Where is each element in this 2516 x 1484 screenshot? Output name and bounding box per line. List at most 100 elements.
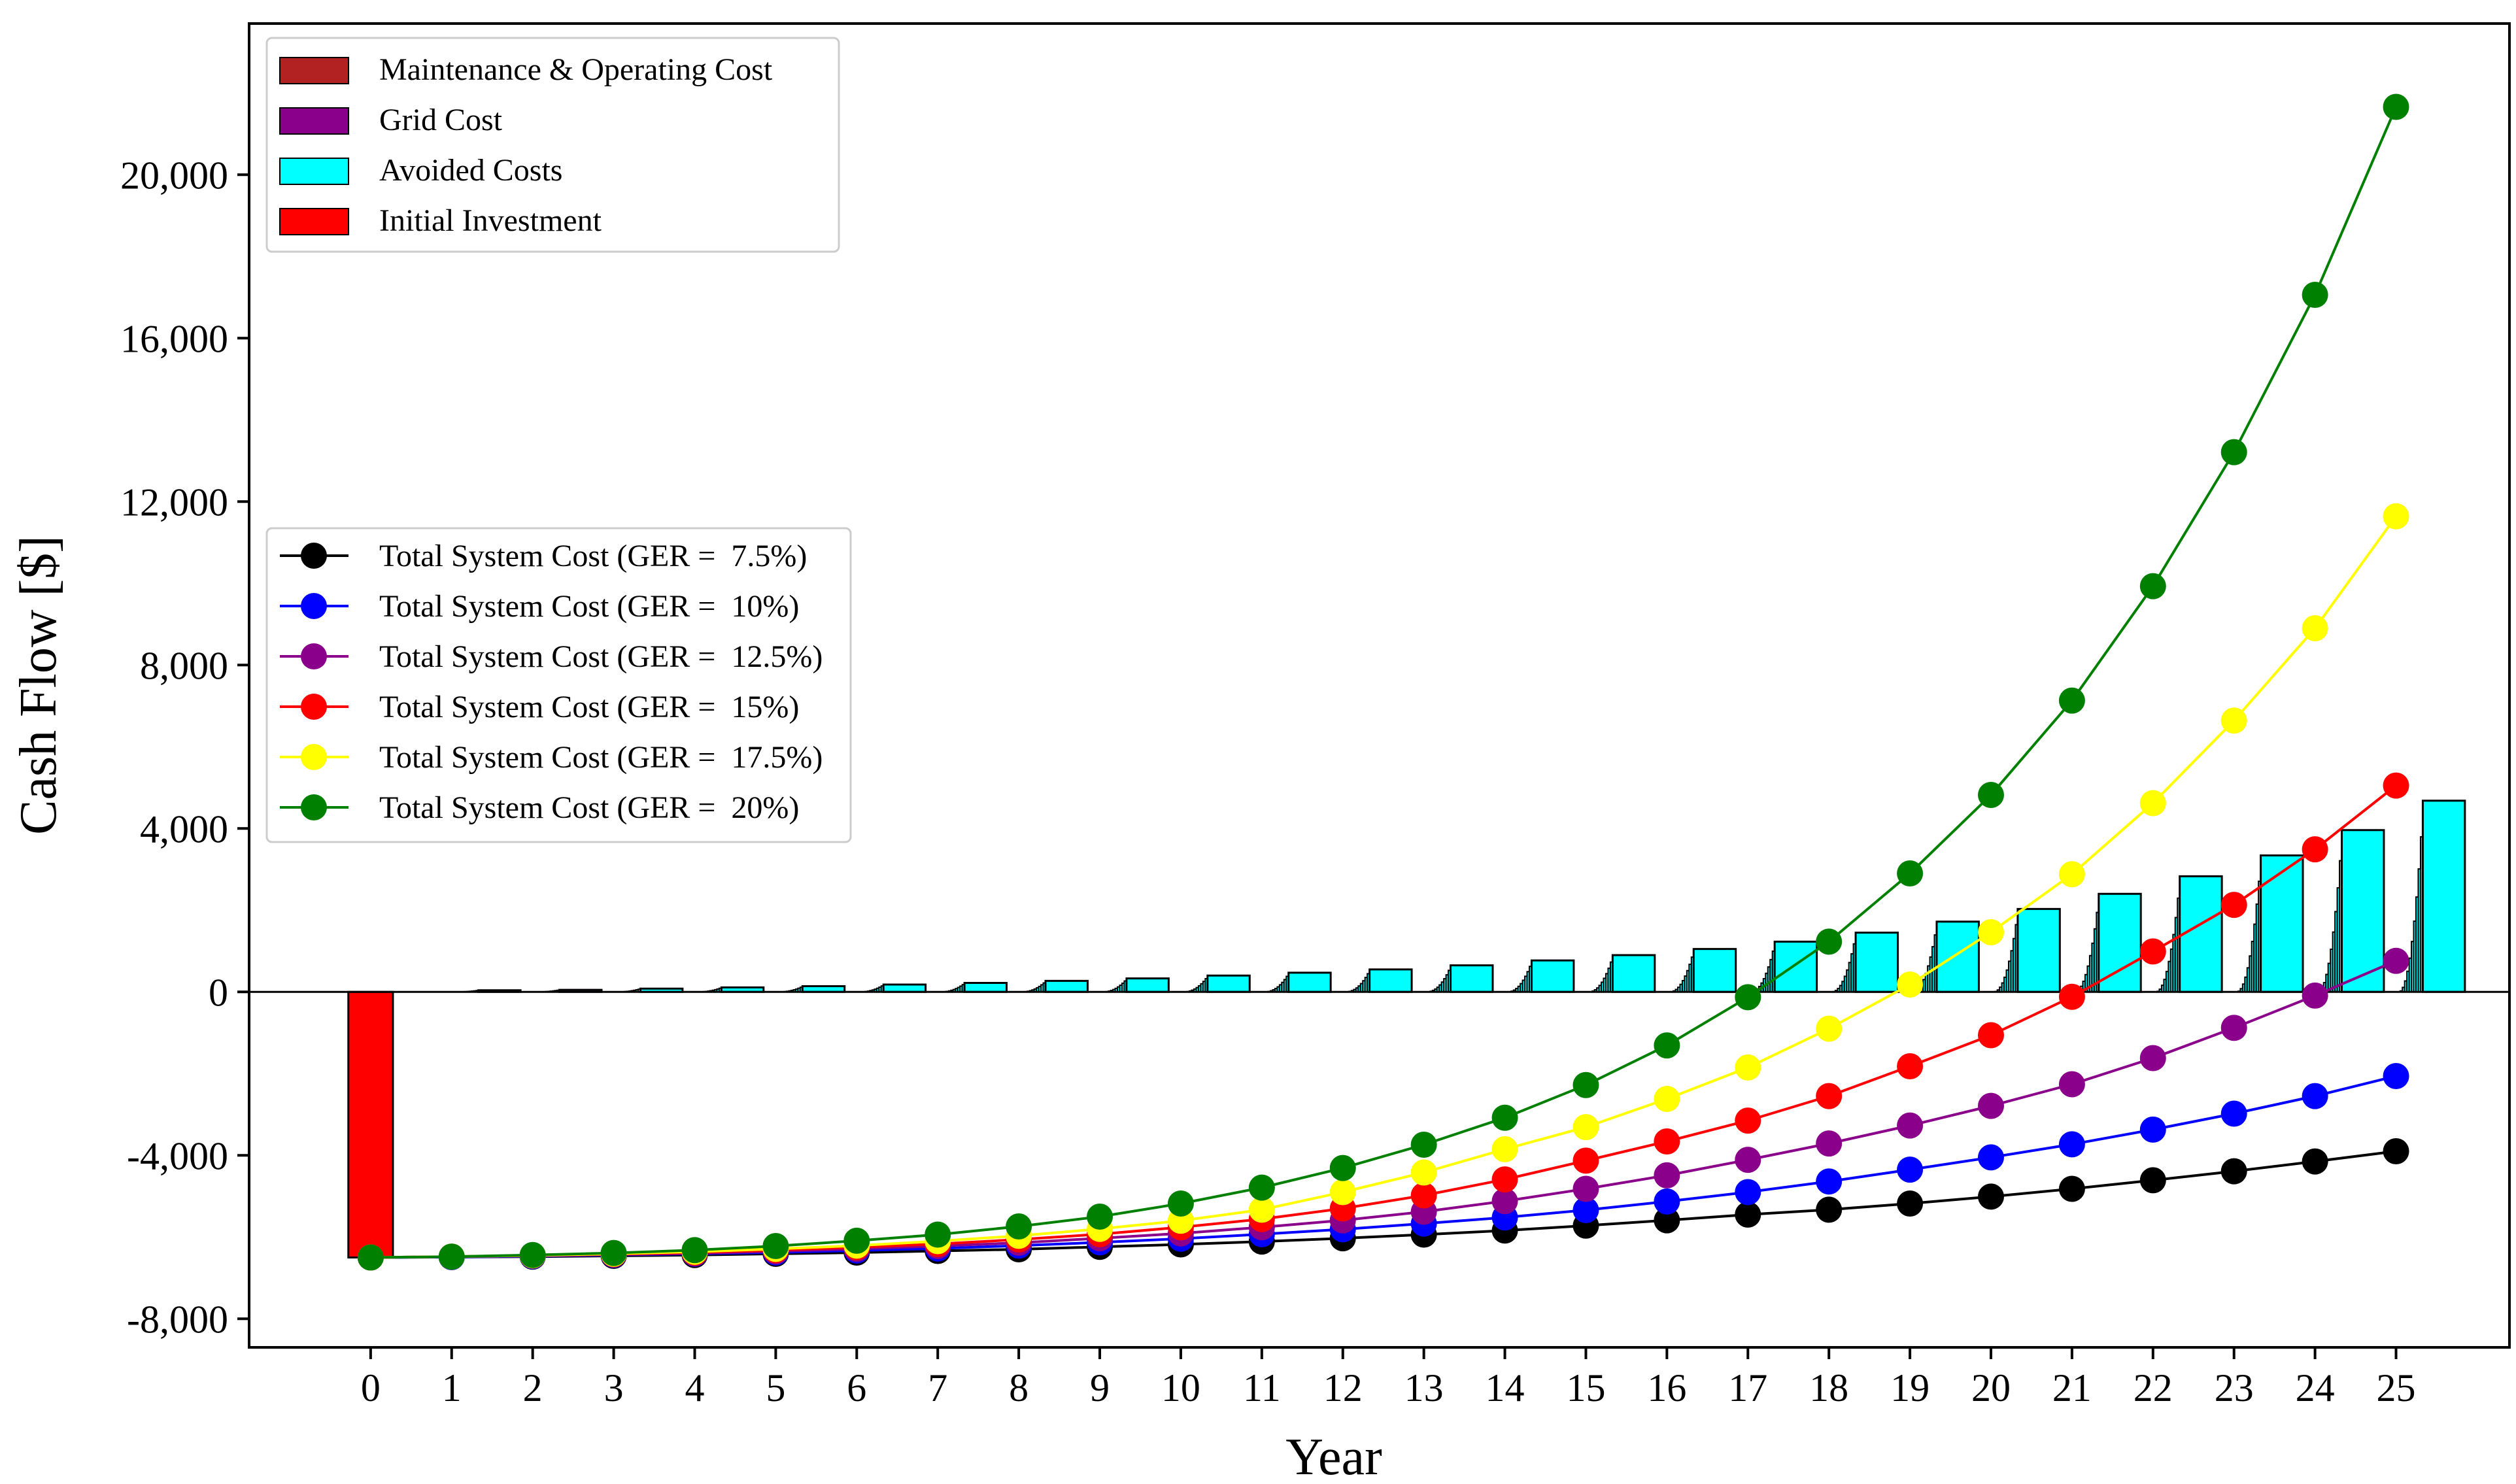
x-tick-label: 1 bbox=[442, 1366, 462, 1409]
x-tick-label: 5 bbox=[766, 1366, 785, 1409]
series-point-5 bbox=[1491, 1104, 1518, 1131]
x-tick-label: 11 bbox=[1243, 1366, 1281, 1409]
series-point-0 bbox=[2139, 1167, 2166, 1194]
legend-label-ger-15: Total System Cost (GER = 15%) bbox=[379, 690, 799, 724]
series-point-4 bbox=[1977, 919, 2004, 945]
avoided-cost-bar bbox=[2421, 800, 2466, 993]
series-point-4 bbox=[1572, 1114, 1599, 1141]
series-point-2 bbox=[1735, 1147, 1761, 1173]
x-tick-label: 25 bbox=[2377, 1366, 2416, 1409]
x-tick-label: 9 bbox=[1090, 1366, 1110, 1409]
series-point-3 bbox=[2058, 983, 2085, 1010]
series-point-4 bbox=[1491, 1136, 1518, 1162]
x-tick-label: 0 bbox=[361, 1366, 381, 1409]
x-tick-label: 16 bbox=[1647, 1366, 1686, 1409]
legend-swatch-maintenance bbox=[279, 57, 349, 84]
avoided-cost-bar bbox=[1530, 959, 1575, 993]
x-tick-label: 23 bbox=[2215, 1366, 2254, 1409]
legend-marker-ger-7-5 bbox=[301, 543, 327, 569]
legend-label-initial-investment: Initial Investment bbox=[379, 203, 602, 238]
series-point-5 bbox=[600, 1239, 627, 1266]
legend-label-ger-7-5: Total System Cost (GER = 7.5%) bbox=[379, 539, 807, 573]
series-point-0 bbox=[2220, 1158, 2247, 1185]
series-point-2 bbox=[1491, 1188, 1518, 1215]
series-point-2 bbox=[1816, 1130, 1843, 1157]
y-tick-label: -8,000 bbox=[127, 1298, 228, 1341]
avoided-cost-bar bbox=[1450, 964, 1494, 993]
series-point-5 bbox=[1977, 782, 2004, 808]
series-point-5 bbox=[357, 1244, 384, 1271]
avoided-cost-bar bbox=[1125, 977, 1170, 993]
series-point-3 bbox=[1654, 1128, 1680, 1155]
legend-label-ger-10: Total System Cost (GER = 10%) bbox=[379, 589, 799, 624]
series-point-4 bbox=[1248, 1196, 1275, 1223]
series-point-5 bbox=[438, 1243, 465, 1270]
series-point-5 bbox=[762, 1233, 789, 1259]
series-point-5 bbox=[681, 1237, 708, 1264]
legend-label-grid-cost: Grid Cost bbox=[379, 103, 503, 137]
y-tick-label: 8,000 bbox=[140, 644, 228, 687]
series-point-1 bbox=[2220, 1100, 2247, 1127]
series-point-4 bbox=[1329, 1179, 1356, 1206]
series-point-5 bbox=[925, 1221, 951, 1248]
plot-frame bbox=[248, 22, 2511, 1349]
series-point-5 bbox=[1897, 860, 1924, 886]
x-tick-label: 6 bbox=[847, 1366, 866, 1409]
x-tick-label: 20 bbox=[1971, 1366, 2011, 1409]
series-line-5 bbox=[370, 106, 2398, 1259]
series-point-5 bbox=[1167, 1190, 1194, 1217]
series-point-5 bbox=[1248, 1174, 1275, 1201]
series-point-2 bbox=[1654, 1162, 1680, 1189]
series-point-1 bbox=[2139, 1116, 2166, 1143]
x-tick-label: 17 bbox=[1728, 1366, 1767, 1409]
x-tick-label: 24 bbox=[2296, 1366, 2335, 1409]
lines-layer bbox=[357, 93, 2409, 1271]
series-point-3 bbox=[1897, 1053, 1924, 1079]
series-point-5 bbox=[1816, 928, 1843, 955]
bar-legend: Maintenance & Operating Cost Grid Cost A… bbox=[265, 37, 840, 253]
series-point-3 bbox=[1572, 1147, 1599, 1174]
legend-label-ger-20: Total System Cost (GER = 20%) bbox=[379, 790, 799, 825]
x-tick-label: 14 bbox=[1486, 1366, 1525, 1409]
legend-swatch-grid-cost bbox=[279, 107, 349, 135]
series-point-5 bbox=[1329, 1155, 1356, 1181]
series-point-4 bbox=[2058, 861, 2085, 888]
x-tick-label: 10 bbox=[1161, 1366, 1200, 1409]
avoided-cost-bar bbox=[2341, 829, 2385, 993]
series-point-1 bbox=[1977, 1144, 2004, 1171]
series-point-0 bbox=[1816, 1196, 1843, 1223]
x-tick-label: 12 bbox=[1323, 1366, 1363, 1409]
series-point-1 bbox=[1572, 1197, 1599, 1223]
series-point-0 bbox=[1654, 1207, 1680, 1234]
series-point-5 bbox=[2302, 282, 2328, 308]
series-point-0 bbox=[1735, 1201, 1761, 1228]
series-point-4 bbox=[1735, 1054, 1761, 1081]
legend-swatch-avoided-costs bbox=[279, 158, 349, 185]
y-tick-label: 0 bbox=[209, 971, 228, 1014]
series-point-4 bbox=[1410, 1159, 1437, 1186]
series-point-3 bbox=[2220, 892, 2247, 919]
series-point-3 bbox=[2302, 836, 2328, 863]
legend-label-maintenance: Maintenance & Operating Cost bbox=[379, 52, 773, 87]
series-point-4 bbox=[2302, 615, 2328, 641]
series-point-2 bbox=[2302, 982, 2328, 1009]
y-tick-label: -4,000 bbox=[127, 1134, 228, 1177]
avoided-cost-bar bbox=[1287, 971, 1332, 993]
legend-marker-ger-10 bbox=[301, 593, 327, 619]
series-point-1 bbox=[2302, 1083, 2328, 1109]
series-point-0 bbox=[1977, 1183, 2004, 1210]
avoided-cost-bar bbox=[1854, 932, 1899, 993]
series-point-0 bbox=[2383, 1138, 2409, 1164]
series-point-4 bbox=[1654, 1086, 1680, 1112]
avoided-cost-bar bbox=[963, 982, 1008, 993]
avoided-cost-bar bbox=[1206, 974, 1251, 993]
bars-layer bbox=[347, 800, 2466, 1258]
line-legend-frame bbox=[265, 527, 852, 843]
x-axis: 0 1 2 3 4 5 6 7 8 9 10 11 12 13 14 15 16 17 18 19 20 21 22 23 24… bbox=[361, 1347, 2416, 1409]
y-axis-title: Cash Flow [$] bbox=[10, 535, 67, 835]
series-point-5 bbox=[843, 1227, 870, 1254]
x-tick-label: 7 bbox=[928, 1366, 947, 1409]
series-point-2 bbox=[1977, 1092, 2004, 1119]
series-point-5 bbox=[1572, 1071, 1599, 1098]
